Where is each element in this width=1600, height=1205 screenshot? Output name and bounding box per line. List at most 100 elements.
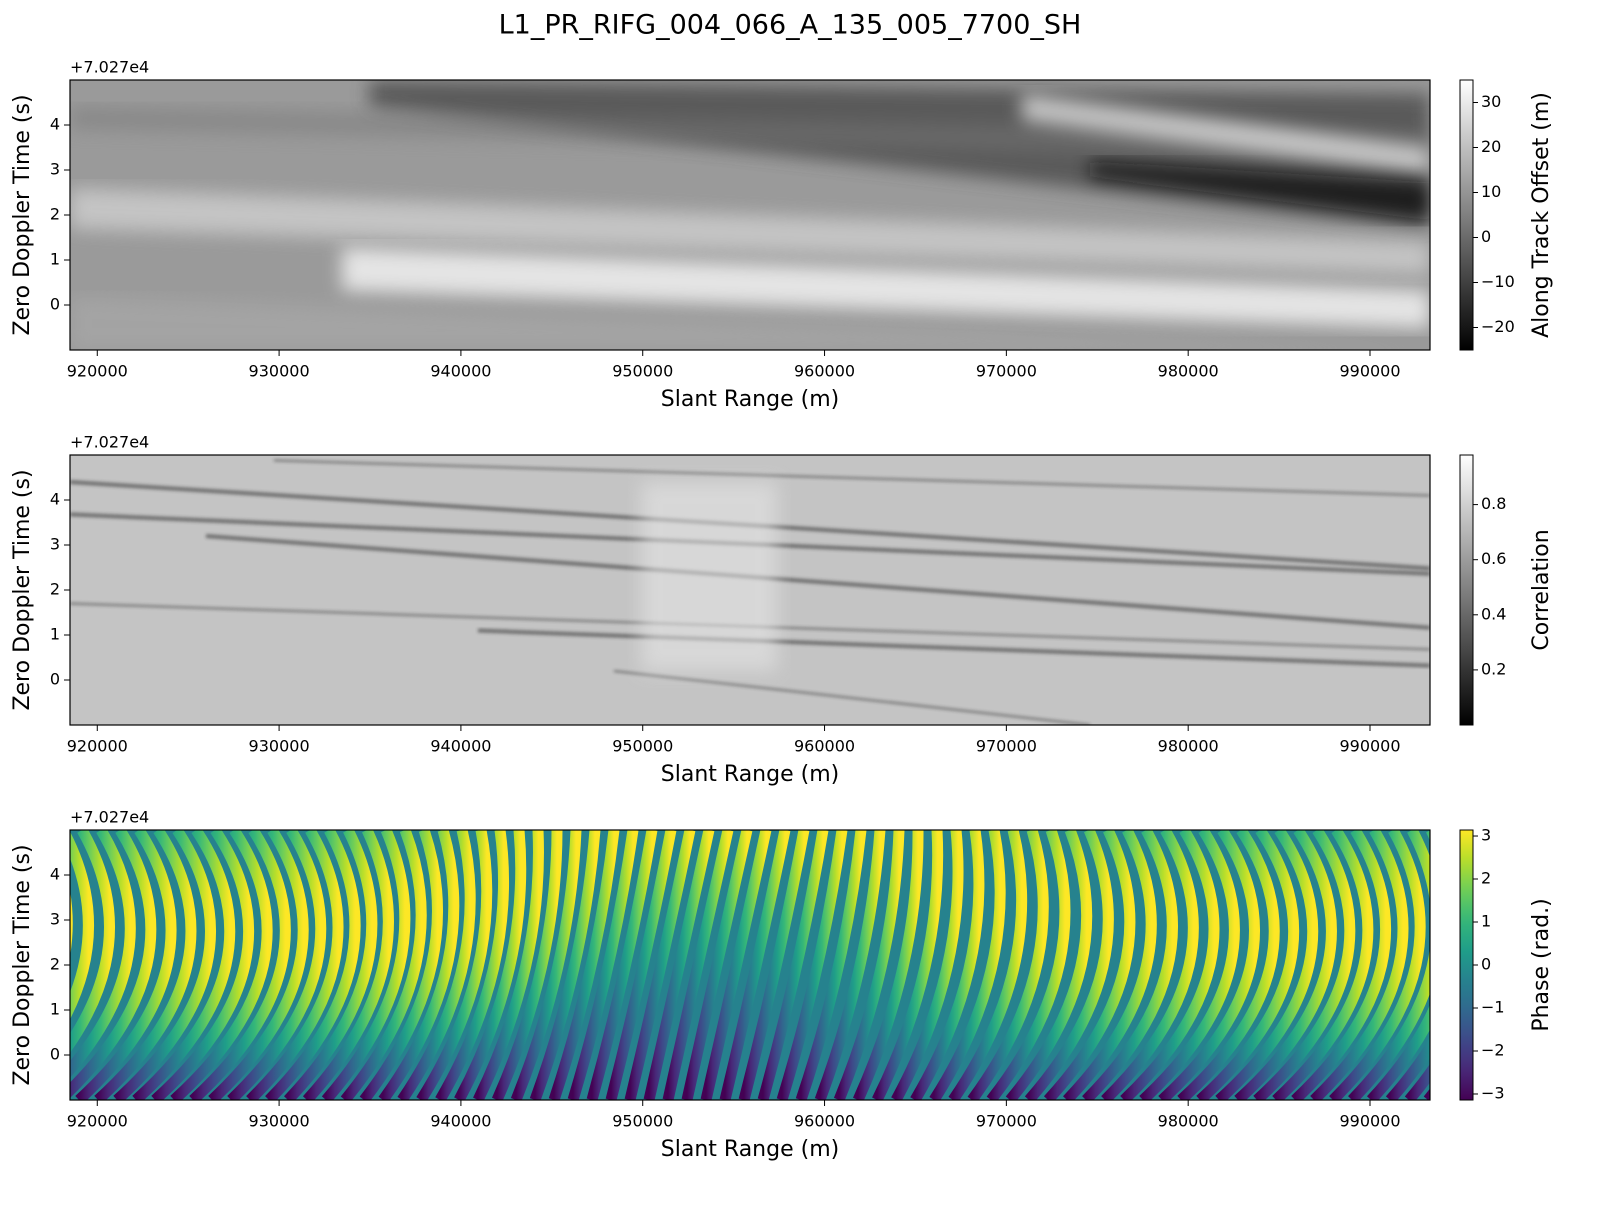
image bbox=[70, 80, 1430, 350]
image-fringe bbox=[454, 830, 527, 1100]
y-tick-label: 1 bbox=[50, 625, 60, 644]
colorbar-tick-label: 0 bbox=[1481, 955, 1491, 974]
image-fringe bbox=[757, 830, 829, 1100]
colorbar-label: Along Track Offset (m) bbox=[1529, 92, 1554, 338]
image-fringe bbox=[967, 830, 1049, 1100]
image-fringe bbox=[75, 830, 177, 1100]
image-fringe bbox=[586, 830, 658, 1100]
y-tick-label: 2 bbox=[50, 205, 60, 224]
y-tick-label: 0 bbox=[50, 295, 60, 314]
image-fringe bbox=[872, 830, 944, 1100]
image-fringe bbox=[321, 830, 411, 1100]
y-tick-label: 3 bbox=[50, 535, 60, 554]
image-fringe bbox=[378, 830, 460, 1100]
image-fringe bbox=[986, 830, 1071, 1100]
image-fringe bbox=[94, 830, 197, 1100]
y-tick-label: 2 bbox=[50, 955, 60, 974]
image-patch bbox=[641, 482, 778, 671]
image-fringe bbox=[910, 830, 985, 1100]
image-fringe bbox=[548, 830, 620, 1100]
y-offset-label: +7.027e4 bbox=[70, 433, 149, 452]
image-fringe bbox=[435, 830, 510, 1100]
image-fringe bbox=[284, 830, 378, 1100]
x-tick-label: 930000 bbox=[249, 737, 310, 756]
image-fringe bbox=[70, 830, 136, 1078]
image-band bbox=[342, 247, 1430, 329]
colorbar-tick-label: 3 bbox=[1481, 826, 1491, 845]
image-fringe bbox=[1329, 830, 1426, 1100]
x-axis-label: Slant Range (m) bbox=[661, 1137, 839, 1162]
image-fringe bbox=[776, 830, 848, 1100]
x-tick-label: 980000 bbox=[1158, 1112, 1219, 1131]
y-tick-label: 3 bbox=[50, 160, 60, 179]
x-axis-label: Slant Range (m) bbox=[661, 762, 839, 787]
image-fringe bbox=[681, 830, 753, 1100]
x-tick-label: 970000 bbox=[976, 1112, 1037, 1131]
colorbar-tick-label: −10 bbox=[1481, 272, 1515, 291]
image-fringe bbox=[814, 830, 886, 1100]
image-fringe bbox=[1310, 830, 1409, 1100]
x-tick-label: 980000 bbox=[1158, 362, 1219, 381]
x-tick-label: 940000 bbox=[430, 1112, 491, 1131]
colorbar bbox=[1459, 79, 1474, 351]
colorbar-tick-label: −1 bbox=[1481, 997, 1505, 1016]
image-fringe bbox=[113, 830, 217, 1100]
y-axis-label: Zero Doppler Time (s) bbox=[10, 469, 35, 710]
x-tick-label: 920000 bbox=[67, 1112, 128, 1131]
image-fringe bbox=[1272, 830, 1374, 1100]
y-tick-label: 4 bbox=[50, 115, 60, 134]
x-tick-label: 920000 bbox=[67, 362, 128, 381]
colorbar-tick-label: 30 bbox=[1481, 92, 1501, 111]
image-fringe bbox=[719, 830, 791, 1100]
image-fringe bbox=[1120, 830, 1220, 1100]
x-tick-label: 980000 bbox=[1158, 737, 1219, 756]
image-fringe bbox=[700, 830, 772, 1100]
y-tick-label: 4 bbox=[50, 490, 60, 509]
image-streak bbox=[205, 534, 1430, 630]
image-fringe bbox=[1561, 830, 1600, 1100]
image-fringe bbox=[1366, 830, 1430, 1100]
image-fringe bbox=[473, 830, 544, 1100]
colorbar-tick-label: 0.2 bbox=[1481, 659, 1506, 678]
x-tick-label: 970000 bbox=[976, 362, 1037, 381]
image-fringe bbox=[70, 830, 157, 1098]
image-fringe bbox=[397, 830, 476, 1100]
image-fringe bbox=[70, 831, 94, 1019]
colorbar-tick-label: 20 bbox=[1481, 137, 1501, 156]
image-band bbox=[70, 188, 1430, 275]
colorbar-tick-label: 0.6 bbox=[1481, 549, 1506, 568]
image-fringe bbox=[605, 830, 677, 1100]
image-fringe bbox=[0, 830, 2, 1100]
image bbox=[0, 830, 1600, 1100]
image-fringe bbox=[738, 830, 810, 1100]
image-fringe bbox=[643, 830, 715, 1100]
x-tick-label: 950000 bbox=[612, 1112, 673, 1131]
image-fringe bbox=[1043, 830, 1136, 1100]
x-tick-label: 940000 bbox=[430, 362, 491, 381]
colorbar-tick-label: 0.4 bbox=[1481, 604, 1506, 623]
image-band bbox=[70, 296, 1430, 350]
figure-title: L1_PR_RIFG_004_066_A_135_005_7700_SH bbox=[499, 10, 1082, 41]
image-fringe bbox=[1082, 830, 1178, 1100]
image-fringe bbox=[170, 830, 273, 1100]
colorbar-tick-label: −3 bbox=[1481, 1083, 1505, 1102]
colorbar-tick-label: 2 bbox=[1481, 869, 1491, 888]
colorbar-tick-label: −20 bbox=[1481, 317, 1515, 336]
image-streak bbox=[273, 459, 1430, 497]
colorbar-label: Phase (rad.) bbox=[1529, 898, 1554, 1031]
image-fringe bbox=[1291, 830, 1392, 1100]
image-band bbox=[1090, 161, 1430, 221]
x-tick-label: 950000 bbox=[612, 737, 673, 756]
image-fringe bbox=[529, 830, 601, 1100]
x-tick-label: 990000 bbox=[1339, 737, 1400, 756]
image-fringe bbox=[265, 830, 361, 1100]
y-tick-label: 0 bbox=[50, 1045, 60, 1064]
image-fringe bbox=[1196, 830, 1300, 1100]
image-fringe bbox=[491, 830, 563, 1100]
colorbar bbox=[1459, 829, 1474, 1101]
image-fringe bbox=[340, 830, 427, 1100]
image-fringe bbox=[948, 830, 1028, 1100]
image-fringe bbox=[662, 830, 734, 1100]
colorbar-tick-label: 0 bbox=[1481, 227, 1491, 246]
image-fringe bbox=[1348, 830, 1430, 1100]
